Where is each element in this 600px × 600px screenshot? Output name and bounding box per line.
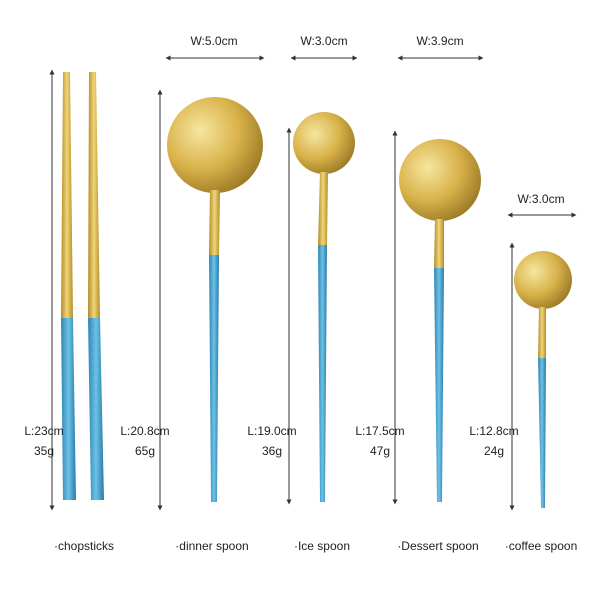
length-label: L:20.8cm [120,424,169,438]
item-name: ·Dessert spoon [397,539,478,553]
length-label: L:12.8cm [469,424,518,438]
utensils [61,72,572,508]
width-label: W:3.0cm [300,34,347,48]
weight-label: 35g [34,444,54,458]
length-label: L:17.5cm [355,424,404,438]
width-label: W:3.9cm [416,34,463,48]
item-name: ·dinner spoon [175,539,248,553]
dimension-arrows [49,55,577,511]
weight-label: 65g [135,444,155,458]
width-label: W:3.0cm [517,192,564,206]
weight-label: 24g [484,444,504,458]
labels: W:5.0cm W:3.0cm W:3.9cm W:3.0cm L:23cm 3… [24,34,577,553]
item-name: ·chopsticks [54,539,114,553]
item-name: ·coffee spoon [505,539,578,553]
length-label: L:23cm [24,424,63,438]
weight-label: 36g [262,444,282,458]
item-name: ·Ice spoon [294,539,350,553]
length-label: L:19.0cm [247,424,296,438]
width-label: W:5.0cm [190,34,237,48]
weight-label: 47g [370,444,390,458]
